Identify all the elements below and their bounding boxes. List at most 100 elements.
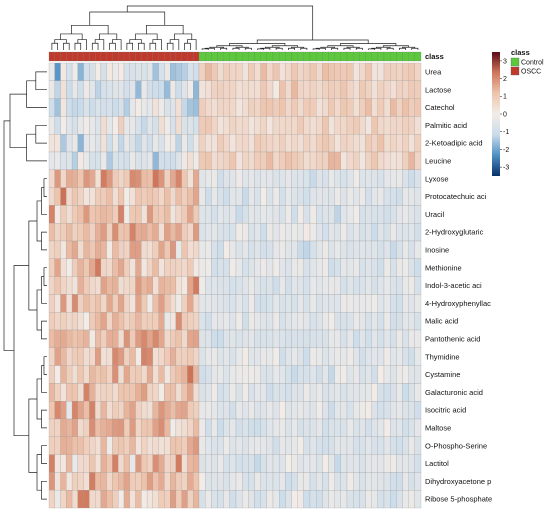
heatmap-cell	[129, 294, 136, 313]
heatmap-cell	[66, 80, 73, 99]
heatmap-cell	[170, 169, 177, 188]
heatmap-cell	[141, 401, 148, 420]
heatmap-cell	[223, 98, 230, 117]
heatmap-cell	[365, 294, 372, 313]
heatmap-cell	[211, 80, 218, 99]
heatmap-cell	[377, 472, 385, 491]
heatmap-cell	[408, 490, 415, 509]
heatmap-cell	[272, 436, 280, 455]
heatmap-cell	[340, 383, 348, 402]
heatmap-cell	[95, 223, 102, 242]
heatmap-cell	[346, 294, 354, 313]
heatmap-cell	[359, 294, 366, 313]
class-annotation-bar	[48, 51, 422, 62]
heatmap-cell	[334, 205, 341, 224]
heatmap-cell	[383, 80, 391, 99]
heatmap-cell	[285, 80, 292, 99]
dendrogram-branch	[60, 33, 83, 40]
heatmap-cell	[272, 80, 280, 99]
heatmap-cell	[95, 62, 102, 81]
heatmap-cell	[396, 454, 403, 473]
heatmap-cell	[217, 472, 224, 491]
heatmap-cell	[100, 490, 107, 509]
heatmap-cell	[390, 187, 397, 206]
heatmap-cell	[328, 223, 335, 242]
class-cell	[279, 51, 286, 62]
heatmap-cell	[129, 436, 136, 455]
heatmap-cell	[146, 490, 153, 509]
heatmap-cell	[371, 134, 378, 153]
heatmap-cell	[279, 276, 286, 295]
heatmap-cell	[118, 80, 125, 99]
heatmap-cell	[402, 223, 409, 242]
heatmap-cell	[334, 98, 341, 117]
heatmap-cell	[60, 116, 67, 135]
heatmap-cell	[123, 116, 130, 135]
heatmap-cell	[223, 365, 230, 384]
heatmap-cell	[129, 347, 136, 366]
heatmap-cell	[48, 62, 55, 81]
class-cell	[106, 51, 113, 62]
heatmap-cell	[193, 454, 200, 473]
heatmap-cell	[408, 454, 415, 473]
heatmap-cell	[100, 365, 107, 384]
heatmap-cell	[334, 418, 341, 437]
heatmap-cell	[135, 347, 142, 366]
heatmap-cell	[112, 365, 119, 384]
dendrogram-branch	[166, 42, 174, 50]
heatmap-cell	[242, 347, 249, 366]
class-cell	[217, 51, 224, 62]
dendrogram-branch	[94, 39, 105, 50]
heatmap-cell	[414, 294, 422, 313]
heatmap-cell	[60, 223, 67, 242]
heatmap-cell	[402, 169, 409, 188]
heatmap-cell	[260, 490, 267, 509]
heatmap-cell	[229, 205, 237, 224]
heatmap-cell	[211, 276, 218, 295]
heatmap-cell	[106, 169, 113, 188]
heatmap-cell	[346, 134, 354, 153]
heatmap-cell	[371, 62, 378, 81]
heatmap-cell	[66, 454, 73, 473]
heatmap-cell	[279, 436, 286, 455]
heatmap-cell	[235, 98, 243, 117]
heatmap-cell	[48, 436, 55, 455]
heatmap-cell	[285, 472, 292, 491]
heatmap-cell	[152, 205, 159, 224]
heatmap-cell	[181, 80, 188, 99]
heatmap-cell	[152, 401, 159, 420]
heatmap-cell	[152, 134, 159, 153]
heatmap-cell	[248, 454, 255, 473]
heatmap-cell	[54, 329, 61, 348]
heatmap-cell	[365, 187, 372, 206]
heatmap-cell	[164, 169, 171, 188]
heatmap-cell	[328, 205, 335, 224]
heatmap-cell	[175, 347, 182, 366]
heatmap-cell	[48, 365, 55, 384]
heatmap-cell	[309, 223, 317, 242]
heatmap-cell	[89, 205, 96, 224]
dendrogram-branch	[109, 42, 116, 50]
heatmap-cell	[334, 383, 341, 402]
class-cell	[71, 51, 78, 62]
heatmap-cell	[187, 80, 194, 99]
heatmap-cell	[211, 169, 218, 188]
heatmap-cell	[340, 151, 348, 170]
heatmap-cell	[66, 151, 73, 170]
heatmap-cell	[235, 169, 243, 188]
heatmap-cell	[66, 276, 73, 295]
heatmap-cell	[242, 205, 249, 224]
heatmap-cell	[135, 401, 142, 420]
heatmap-cell	[235, 454, 243, 473]
heatmap-cell	[346, 383, 354, 402]
heatmap-cell	[254, 80, 261, 99]
heatmap-cell	[48, 151, 55, 170]
row-label: Malic acid	[425, 317, 458, 326]
heatmap-cell	[254, 490, 261, 509]
heatmap-cell	[316, 490, 323, 509]
heatmap-cell	[229, 98, 237, 117]
heatmap-cell	[242, 294, 249, 313]
heatmap-cell	[334, 187, 341, 206]
heatmap-cell	[340, 365, 348, 384]
heatmap-cell	[279, 383, 286, 402]
